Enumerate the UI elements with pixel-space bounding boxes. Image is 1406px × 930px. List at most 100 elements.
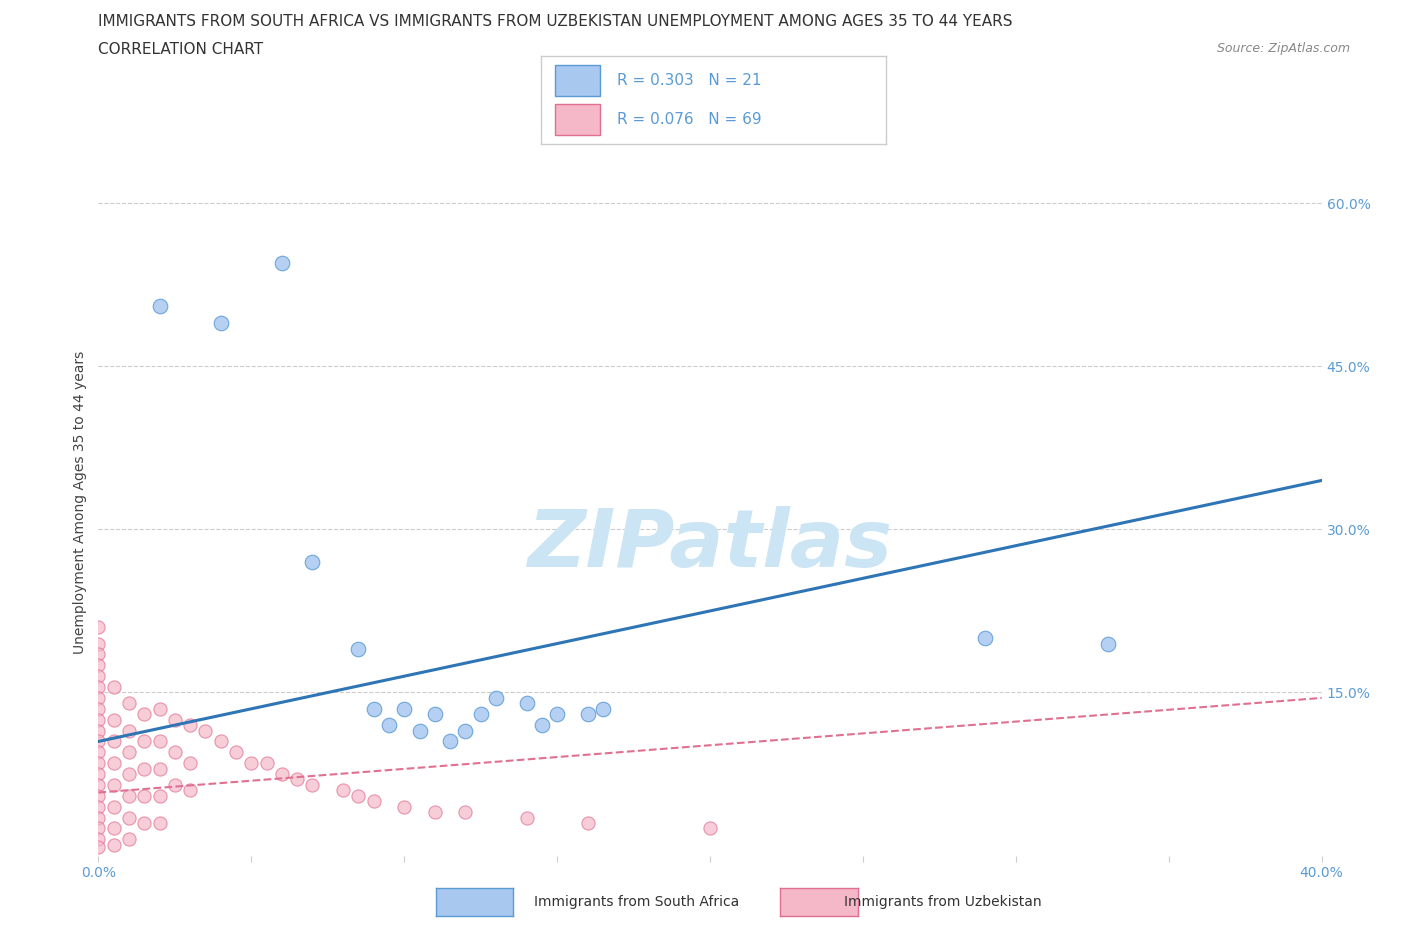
Point: [209, 734, 232, 749]
Point: [118, 766, 141, 781]
Point: [408, 724, 430, 738]
Point: [87, 810, 110, 825]
Point: [179, 718, 201, 733]
Point: [87, 647, 110, 662]
Point: [392, 701, 416, 716]
Text: IMMIGRANTS FROM SOUTH AFRICA VS IMMIGRANTS FROM UZBEKISTAN UNEMPLOYMENT AMONG AG: IMMIGRANTS FROM SOUTH AFRICA VS IMMIGRAN…: [98, 14, 1012, 29]
Text: R = 0.303   N = 21: R = 0.303 N = 21: [617, 73, 762, 87]
Point: [87, 789, 110, 804]
Point: [103, 821, 125, 836]
Point: [134, 761, 156, 776]
Point: [179, 783, 201, 798]
Point: [576, 707, 599, 722]
Point: [163, 712, 186, 727]
Point: [134, 789, 156, 804]
Point: [225, 745, 247, 760]
Point: [87, 745, 110, 760]
Point: [576, 816, 599, 830]
Point: [87, 724, 110, 738]
Point: [149, 789, 172, 804]
Point: [87, 701, 110, 716]
Point: [1097, 636, 1119, 651]
Point: [149, 734, 172, 749]
Point: [87, 777, 110, 792]
Bar: [555, 104, 600, 136]
Point: [87, 831, 110, 846]
Point: [470, 707, 492, 722]
Point: [87, 766, 110, 781]
Y-axis label: Unemployment Among Ages 35 to 44 years: Unemployment Among Ages 35 to 44 years: [73, 351, 87, 654]
Text: Immigrants from Uzbekistan: Immigrants from Uzbekistan: [844, 895, 1042, 910]
Point: [301, 554, 323, 569]
Point: [378, 718, 401, 733]
Point: [454, 724, 477, 738]
Point: [163, 777, 186, 792]
Text: CORRELATION CHART: CORRELATION CHART: [98, 42, 263, 57]
Point: [103, 680, 125, 695]
Point: [423, 707, 446, 722]
Point: [87, 669, 110, 684]
Point: [516, 810, 538, 825]
Point: [134, 734, 156, 749]
Point: [392, 799, 416, 814]
Point: [87, 636, 110, 651]
Point: [149, 816, 172, 830]
Point: [240, 756, 263, 771]
Point: [423, 804, 446, 819]
Point: [87, 840, 110, 855]
Point: [270, 766, 292, 781]
Point: [118, 789, 141, 804]
Point: [118, 745, 141, 760]
Point: [439, 734, 461, 749]
Text: R = 0.076   N = 69: R = 0.076 N = 69: [617, 113, 762, 127]
Text: Immigrants from South Africa: Immigrants from South Africa: [534, 895, 740, 910]
Point: [118, 724, 141, 738]
Point: [454, 804, 477, 819]
Point: [530, 718, 553, 733]
Point: [87, 680, 110, 695]
Point: [87, 799, 110, 814]
Point: [103, 837, 125, 852]
Point: [149, 299, 172, 314]
Point: [134, 816, 156, 830]
Point: [363, 701, 385, 716]
Point: [256, 756, 278, 771]
Text: Source: ZipAtlas.com: Source: ZipAtlas.com: [1216, 42, 1350, 55]
Point: [163, 745, 186, 760]
Point: [347, 642, 370, 657]
Point: [118, 831, 141, 846]
Point: [179, 756, 201, 771]
Point: [332, 783, 354, 798]
Text: ZIPatlas: ZIPatlas: [527, 506, 893, 584]
Point: [194, 724, 217, 738]
Point: [103, 777, 125, 792]
Point: [149, 761, 172, 776]
Point: [118, 810, 141, 825]
Point: [301, 777, 323, 792]
Point: [103, 712, 125, 727]
Point: [485, 690, 508, 705]
Bar: [555, 65, 600, 96]
Point: [270, 256, 292, 271]
Point: [103, 799, 125, 814]
Point: [103, 734, 125, 749]
Point: [363, 794, 385, 809]
Point: [974, 631, 997, 645]
Point: [347, 789, 370, 804]
Point: [87, 734, 110, 749]
Point: [209, 315, 232, 330]
Point: [592, 701, 614, 716]
Point: [87, 619, 110, 634]
Point: [87, 821, 110, 836]
Point: [87, 712, 110, 727]
Point: [87, 690, 110, 705]
Point: [546, 707, 568, 722]
Point: [516, 696, 538, 711]
Point: [134, 707, 156, 722]
Point: [118, 696, 141, 711]
Point: [87, 658, 110, 672]
Point: [285, 772, 308, 787]
Point: [699, 821, 721, 836]
Point: [149, 701, 172, 716]
Point: [87, 756, 110, 771]
